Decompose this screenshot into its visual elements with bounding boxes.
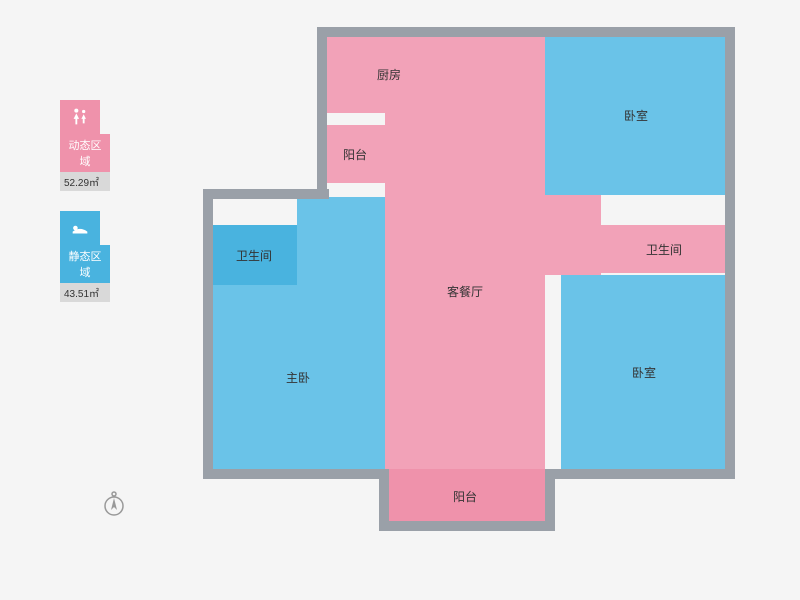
room-balcony2: 阳台 [385,469,545,523]
room-label: 阳台 [453,488,477,505]
legend-static: 静态区域 43.51㎡ [60,211,110,302]
wall-5 [725,27,735,475]
room-label: 卧室 [624,107,648,124]
sleep-icon [69,217,91,239]
room-bedroom2: 卧室 [561,275,727,469]
floor-plan: 厨房阳台卧室客餐厅卫生间主卧卫生间卧室阳台 [185,25,745,545]
room-label: 卫生间 [646,241,682,258]
room-balcony1: 阳台 [325,125,385,183]
wall-2 [203,469,387,479]
room-wc2: 卫生间 [601,225,727,273]
room-blue_top [297,197,385,285]
room-label: 厨房 [377,66,401,83]
room-mid_pink [545,195,601,275]
wall-4 [317,27,735,37]
room-label: 主卧 [286,369,310,386]
room-kitchen: 厨房 [325,35,453,113]
legend-static-label: 静态区域 [60,245,110,283]
wall-8 [545,469,555,529]
legend-dynamic: 动态区域 52.29㎡ [60,100,110,191]
compass-icon [100,490,128,518]
wall-7 [379,469,389,529]
room-label: 卧室 [632,364,656,381]
room-label: 卫生间 [236,247,272,264]
legend-dynamic-label: 动态区域 [60,134,110,172]
legend-dynamic-value: 52.29㎡ [60,172,110,191]
wall-9 [379,521,555,531]
people-icon [69,106,91,128]
room-bedroom1: 卧室 [545,35,727,195]
wall-0 [203,189,329,199]
room-label: 客餐厅 [447,283,483,300]
room-label: 阳台 [343,146,367,163]
wall-1 [203,189,213,479]
wall-3 [317,27,327,197]
legend-dynamic-swatch [60,100,100,134]
room-master: 主卧 [211,285,385,469]
legend: 动态区域 52.29㎡ 静态区域 43.51㎡ [60,100,110,322]
room-living: 客餐厅 [385,113,545,469]
legend-static-value: 43.51㎡ [60,283,110,302]
legend-static-swatch [60,211,100,245]
wall-6 [545,469,735,479]
room-wc1: 卫生间 [211,225,297,285]
